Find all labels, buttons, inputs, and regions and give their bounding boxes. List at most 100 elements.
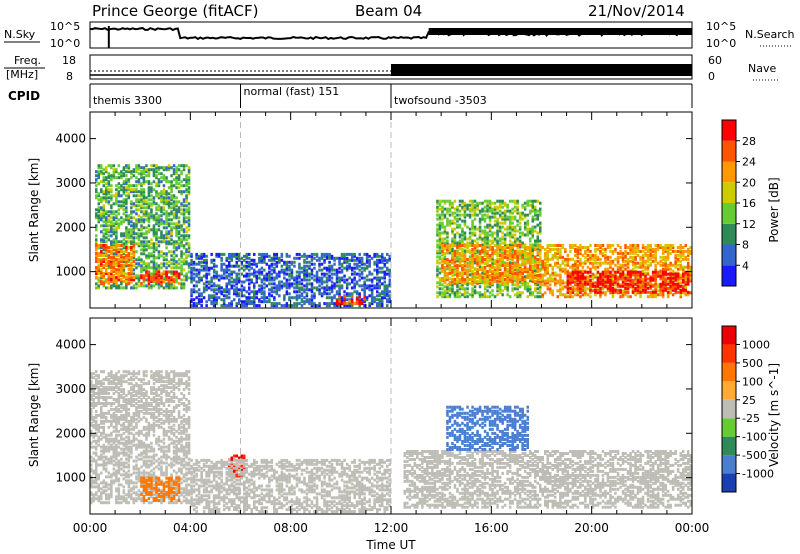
heatmap-cell	[177, 232, 181, 236]
heatmap-cell	[140, 252, 143, 256]
heatmap-cell	[190, 298, 193, 302]
heatmap-cell	[175, 196, 178, 200]
heatmap-cell	[466, 258, 469, 261]
heatmap-cell	[263, 292, 266, 296]
heatmap-cell	[135, 166, 138, 170]
heatmap-cell	[147, 230, 151, 234]
heatmap-cell	[353, 286, 356, 290]
heatmap-cell	[471, 262, 474, 265]
heatmap-cell	[150, 182, 153, 186]
heatmap-cell	[263, 258, 266, 262]
heatmap-cell	[185, 196, 188, 200]
heatmap-cell	[436, 267, 439, 271]
heatmap-cell	[453, 281, 457, 285]
heatmap-cell	[212, 284, 216, 288]
heatmap-cell	[220, 262, 223, 266]
heatmap-cell	[438, 287, 442, 291]
heatmap-cell	[152, 234, 156, 238]
heatmap-cell	[513, 233, 517, 237]
heatmap-cell	[95, 196, 98, 200]
heatmap-cell	[132, 184, 136, 188]
heatmap-cell	[220, 256, 223, 260]
heatmap-cell	[107, 214, 111, 218]
heatmap-cell	[544, 269, 547, 273]
heatmap-cell	[456, 207, 459, 211]
heatmap-cell	[298, 276, 301, 280]
heatmap-cell	[644, 253, 647, 257]
heatmap-cell	[155, 220, 158, 224]
heatmap-cell	[117, 172, 121, 176]
heatmap-cell	[358, 274, 361, 278]
heatmap-cell	[100, 166, 103, 170]
heatmap-cell	[120, 254, 123, 257]
heatmap-cell	[443, 199, 447, 203]
heatmap-cell	[127, 236, 131, 240]
heatmap-cell	[463, 211, 467, 215]
heatmap-cell	[358, 260, 361, 264]
heatmap-cell	[228, 282, 231, 286]
heatmap-cell	[378, 292, 381, 296]
heatmap-cell	[335, 276, 339, 280]
heatmap-cell	[137, 198, 141, 202]
heatmap-cell	[584, 249, 587, 253]
heatmap-cell	[468, 264, 472, 267]
heatmap-cell	[200, 292, 203, 296]
heatmap-cell	[531, 255, 534, 259]
heatmap-cell	[343, 256, 346, 260]
heatmap-cell	[564, 257, 567, 261]
heatmap-cell	[155, 278, 158, 282]
heatmap-cell	[228, 264, 231, 268]
heatmap-cell	[649, 253, 652, 257]
heatmap-cell	[574, 293, 577, 297]
heatmap-cell	[654, 293, 657, 297]
heatmap-cell	[117, 262, 121, 265]
heatmap-cell	[376, 286, 379, 290]
heatmap-cell	[574, 287, 577, 291]
heatmap-cell	[115, 200, 118, 204]
heatmap-cell	[591, 257, 595, 261]
heatmap-cell	[631, 267, 635, 271]
heatmap-cell	[157, 264, 161, 268]
heatmap-cell	[513, 199, 517, 203]
heatmap-cell	[117, 248, 121, 251]
heatmap-cell	[192, 288, 196, 292]
heatmap-cell	[443, 215, 447, 219]
heatmap-cell	[200, 300, 203, 304]
heatmap-cell	[376, 258, 379, 262]
heatmap-cell	[313, 296, 316, 300]
heatmap-cell	[298, 264, 301, 268]
heatmap-cell	[529, 291, 532, 295]
heatmap-cell	[471, 209, 474, 213]
heatmap-cell	[187, 244, 191, 248]
heatmap-cell	[303, 252, 306, 256]
heatmap-cell	[258, 252, 261, 256]
heatmap-cell	[97, 174, 100, 178]
heatmap-cell	[122, 166, 126, 170]
heatmap-cell	[471, 241, 474, 245]
heatmap-cell	[112, 212, 116, 216]
heatmap-cell	[461, 272, 464, 275]
heatmap-cell	[270, 278, 274, 282]
heatmap-cell	[546, 263, 549, 267]
heatmap-cell	[531, 243, 534, 247]
heatmap-cell	[488, 248, 492, 251]
heatmap-cell	[539, 239, 542, 243]
heatmap-cell	[172, 170, 176, 174]
heatmap-cell	[636, 246, 640, 249]
heatmap-cell	[508, 248, 512, 251]
heatmap-cell	[238, 252, 241, 256]
heatmap-cell	[172, 244, 176, 248]
heatmap-cell	[601, 261, 605, 265]
heatmap-cell	[566, 263, 570, 267]
heatmap-cell	[215, 292, 218, 296]
heatmap-cell	[215, 270, 218, 274]
heatmap-cell	[120, 280, 123, 284]
heatmap-cell	[521, 256, 524, 259]
heatmap-cell	[170, 230, 173, 234]
heatmap-cell	[476, 281, 479, 285]
heatmap-cell	[105, 220, 108, 224]
heatmap-cell	[122, 276, 126, 279]
heatmap-cell	[486, 203, 489, 207]
heatmap-cell	[634, 249, 637, 253]
heatmap-cell	[451, 231, 454, 235]
